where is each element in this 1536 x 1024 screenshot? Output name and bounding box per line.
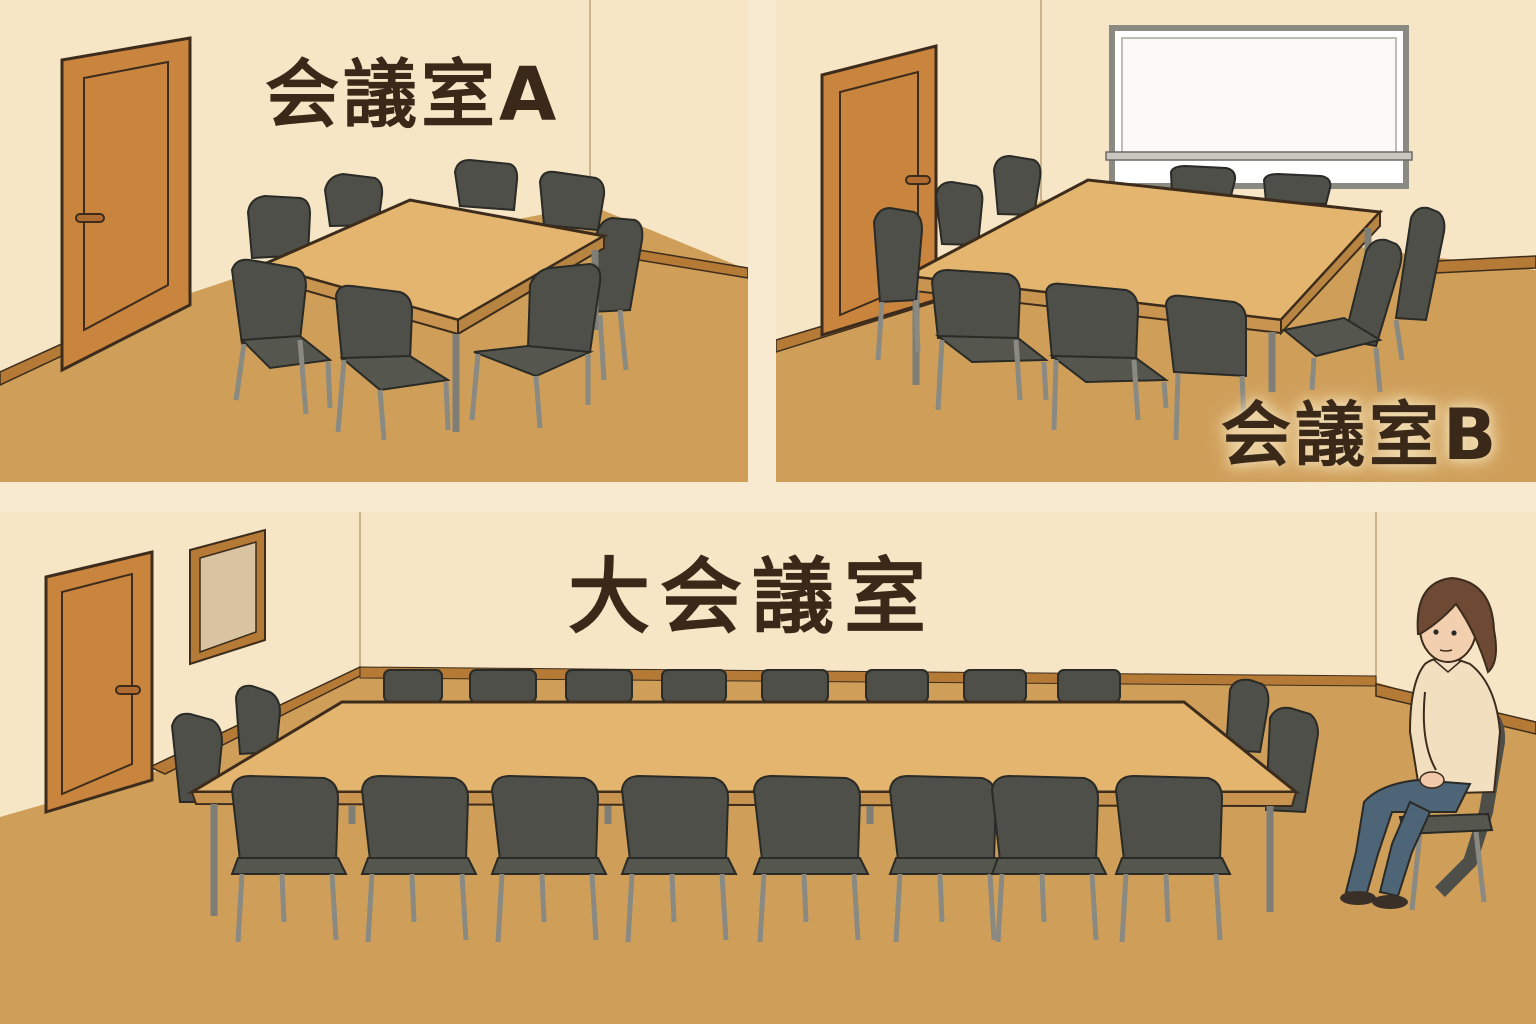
floor bbox=[776, 200, 1536, 482]
door-icon bbox=[60, 36, 192, 373]
door-icon bbox=[44, 550, 154, 815]
chair bbox=[990, 774, 1108, 943]
chair bbox=[360, 774, 478, 943]
chair bbox=[888, 774, 1006, 943]
front-chair-row bbox=[230, 774, 1232, 943]
chair bbox=[1044, 282, 1169, 431]
room-a-panel: 会議室A bbox=[0, 0, 748, 482]
chair bbox=[1164, 294, 1247, 441]
chair bbox=[872, 206, 924, 361]
chair bbox=[490, 774, 608, 943]
chair bbox=[1114, 774, 1232, 943]
chair bbox=[620, 774, 738, 943]
seated-woman-icon bbox=[1340, 576, 1506, 911]
picture-frame-icon bbox=[189, 528, 266, 666]
chair bbox=[230, 774, 348, 943]
large-room-scene bbox=[0, 512, 1536, 1024]
large-room-panel: 大会議室 bbox=[0, 512, 1536, 1024]
chair bbox=[230, 258, 333, 415]
chair bbox=[469, 262, 602, 429]
whiteboard-icon bbox=[1105, 25, 1413, 189]
room-b-scene bbox=[776, 0, 1536, 482]
chair bbox=[334, 284, 451, 441]
chair bbox=[930, 268, 1049, 411]
room-b-title: 会議室B bbox=[1221, 394, 1501, 476]
room-b-panel: 会議室B bbox=[776, 0, 1536, 482]
room-a-title: 会議室A bbox=[265, 52, 561, 138]
chair bbox=[752, 774, 870, 943]
large-room-title: 大会議室 bbox=[568, 550, 937, 645]
chair bbox=[1281, 238, 1405, 393]
room-a-scene bbox=[0, 0, 748, 482]
